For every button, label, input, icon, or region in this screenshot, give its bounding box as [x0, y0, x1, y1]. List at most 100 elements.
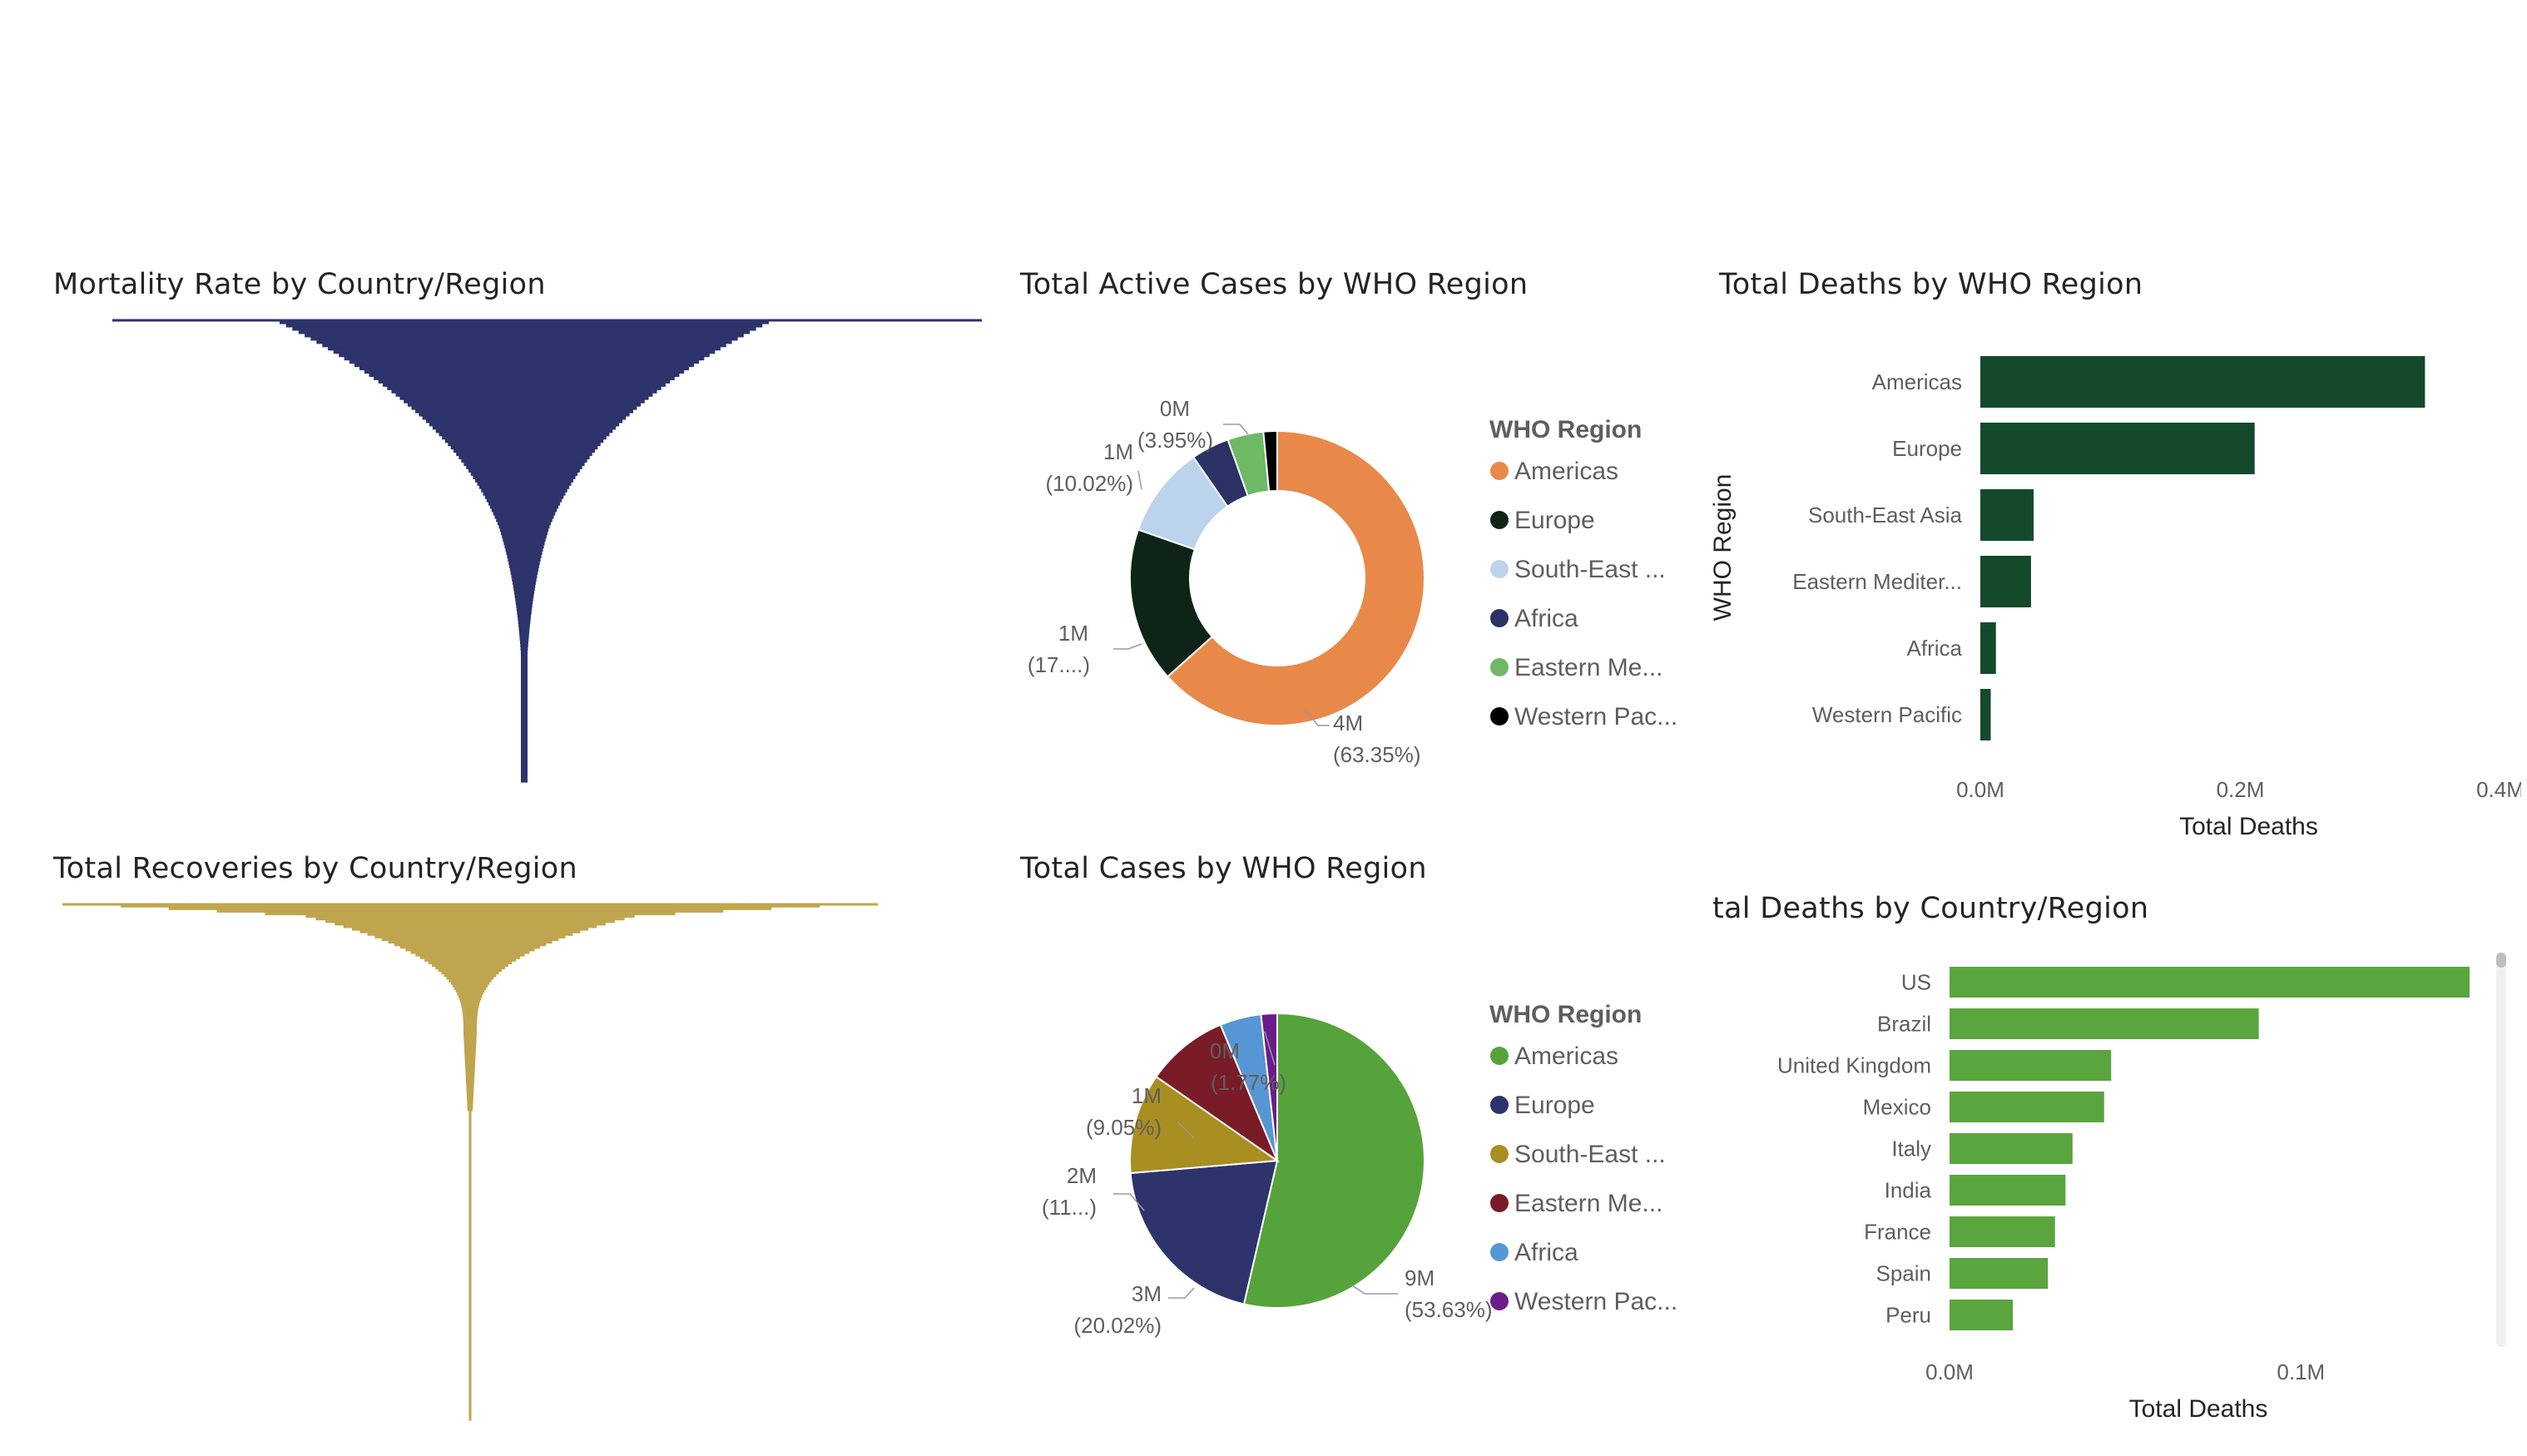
- mortality-bar: [521, 696, 528, 701]
- deaths-region-ylabel: WHO Region: [1709, 474, 1737, 622]
- active-label-value: 1M: [1058, 621, 1088, 646]
- active-legend-marker: [1490, 511, 1509, 529]
- mortality-bar: [491, 508, 557, 513]
- active-leader-line: [1137, 470, 1142, 490]
- recoveries-bar: [468, 1325, 472, 1328]
- deaths-country-scrollbar[interactable]: [2496, 953, 2506, 1347]
- mortality-bar: [521, 666, 528, 671]
- deaths-country-scroll-thumb[interactable]: [2496, 953, 2506, 968]
- recoveries-bar: [468, 1144, 472, 1147]
- recoveries-bar: [468, 1402, 472, 1405]
- active-label-pct: (3.95%): [1137, 428, 1213, 453]
- mortality-bar: [509, 567, 539, 572]
- recoveries-bar: [334, 922, 606, 926]
- mortality-chart[interactable]: [50, 308, 982, 807]
- total-cases-pie-chart[interactable]: 9M (53.63%) 3M (20.02%) 2M (11...) 1M (9.05%) 0M…: [998, 957, 1498, 1373]
- recoveries-bar: [468, 1391, 472, 1395]
- mortality-bar: [518, 630, 530, 635]
- recoveries-bar: [468, 1151, 472, 1156]
- deaths-country-bar: [1950, 1050, 2112, 1081]
- recoveries-chart[interactable]: [50, 892, 899, 1424]
- active-legend-marker: [1490, 462, 1509, 480]
- mortality-bar: [453, 448, 595, 453]
- recoveries-bar: [468, 1123, 472, 1127]
- recoveries-bar: [410, 950, 530, 954]
- cases-label-value: 9M: [1405, 1265, 1434, 1290]
- mortality-bar: [316, 339, 732, 344]
- recoveries-bar: [305, 914, 635, 919]
- recoveries-bar: [468, 1358, 472, 1362]
- mortality-bar: [521, 775, 528, 780]
- mortality-bar: [521, 735, 528, 740]
- mortality-bar: [521, 686, 528, 691]
- recoveries-bar: [468, 1355, 472, 1359]
- mortality-bar: [512, 581, 537, 585]
- mortality-bar: [419, 413, 630, 417]
- recoveries-bar: [315, 917, 625, 921]
- recoveries-bar: [458, 994, 483, 998]
- deaths-country-bar: [1950, 1216, 2055, 1247]
- recoveries-bar: [462, 1008, 478, 1011]
- mortality-bar: [511, 574, 538, 578]
- mortality-bar: [470, 472, 578, 476]
- mortality-bar: [521, 690, 528, 694]
- mortality-bar: [468, 468, 580, 473]
- recoveries-bar: [468, 1280, 472, 1285]
- mortality-bar: [505, 547, 543, 552]
- deaths-country-bar: [1950, 1133, 2073, 1164]
- active-cases-legend: WHO Region Americas Europe South-East ... Af…: [1489, 416, 1677, 730]
- recoveries-bar: [343, 924, 597, 929]
- recoveries-bar: [466, 1079, 474, 1083]
- recoveries-bar: [468, 1229, 472, 1233]
- mortality-bar: [521, 719, 528, 724]
- deaths-country-bar-chart[interactable]: US Brazil United Kingdom Mexico Italy India Fr…: [1706, 957, 2496, 1439]
- mortality-bar: [310, 336, 738, 341]
- recoveries-bar: [467, 1107, 473, 1112]
- recoveries-bar: [468, 1128, 472, 1132]
- recoveries-bar: [468, 1327, 472, 1331]
- recoveries-bar: [468, 1172, 472, 1176]
- recoveries-bar: [468, 1156, 472, 1161]
- recoveries-bar: [464, 1056, 476, 1060]
- recoveries-bar: [468, 1340, 472, 1344]
- mortality-bar: [344, 356, 705, 361]
- mortality-bar: [521, 722, 528, 727]
- deaths-region-bar-chart[interactable]: Americas Europe South-East Asia Eastern Med…: [1706, 333, 2521, 849]
- cases-leader-line: [1168, 1287, 1195, 1299]
- cases-slice-europe: [1129, 1159, 1279, 1305]
- recoveries-bar: [441, 971, 499, 975]
- recoveries-bar: [468, 1335, 472, 1339]
- mortality-bar: [378, 379, 671, 384]
- active-legend-title: WHO Region: [1489, 416, 1642, 443]
- active-leader-line: [1223, 423, 1249, 435]
- recoveries-bar: [468, 1149, 472, 1153]
- recoveries-bar: [435, 966, 505, 970]
- mortality-bar: [515, 600, 533, 605]
- active-label-pct: (63.35%): [1333, 742, 1421, 767]
- mortality-bar: [339, 353, 710, 358]
- recoveries-bar: [463, 1041, 477, 1044]
- cases-slice-eastern-mediterranean: [1155, 1023, 1280, 1163]
- cases-legend-item: Europe: [1514, 1092, 1595, 1119]
- recoveries-bar: [468, 1165, 472, 1168]
- mortality-bar: [481, 488, 567, 493]
- mortality-bar: [494, 514, 554, 519]
- mortality-bar: [280, 320, 769, 324]
- deaths-country-category-label: Brazil: [1877, 1012, 1931, 1037]
- mortality-bar: [387, 386, 661, 390]
- recoveries-bar: [468, 1116, 472, 1119]
- recoveries-bar: [468, 1317, 472, 1320]
- mortality-bar: [439, 432, 610, 437]
- deaths-country-category-label: Peru: [1885, 1303, 1931, 1328]
- recoveries-bar: [468, 1381, 472, 1385]
- mortality-bar: [521, 680, 528, 684]
- recoveries-bar: [367, 933, 573, 936]
- deaths-region-xlabel: Total Deaths: [2179, 813, 2318, 840]
- recoveries-bar: [463, 1036, 477, 1039]
- recoveries-bar: [446, 976, 494, 980]
- recoveries-bar: [468, 1265, 472, 1269]
- mortality-bar: [504, 544, 544, 549]
- mortality-bar: [521, 702, 528, 707]
- active-cases-donut-chart[interactable]: 4M (63.35%) 1M (17....) 1M (10.02%) 0M (3.95%): [998, 366, 1498, 799]
- recoveries-bar: [265, 912, 676, 915]
